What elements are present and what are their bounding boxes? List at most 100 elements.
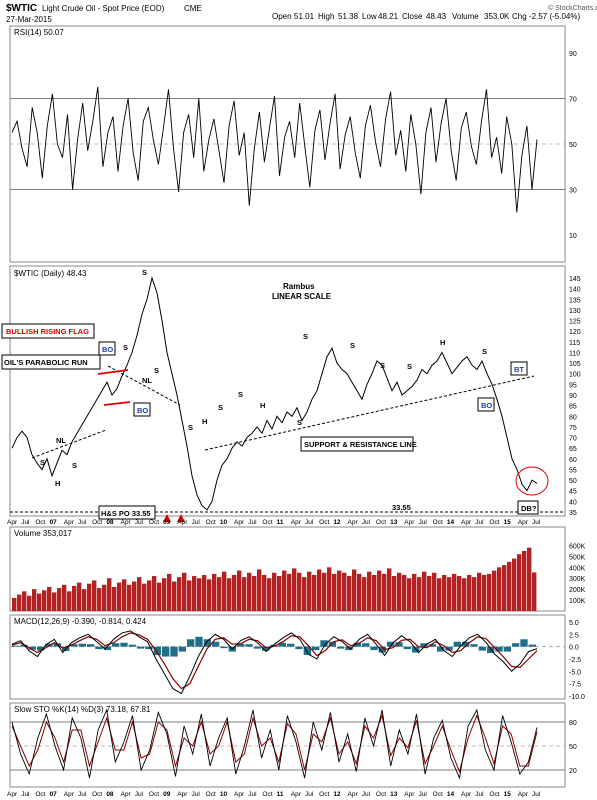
volume-tick-label: 500K — [569, 554, 586, 561]
volume-bar — [482, 574, 487, 611]
volume-bar — [137, 577, 142, 611]
price-x-tick: Apr — [348, 519, 359, 526]
price-x-tick: Jul — [248, 519, 257, 526]
macd-hist-bar — [262, 646, 270, 651]
volume-bar — [277, 576, 282, 611]
volume-bar — [362, 577, 367, 611]
annot-h2: S — [142, 268, 147, 277]
volume-label: Volume — [452, 12, 479, 21]
sto-x-tick: Oct — [35, 791, 45, 798]
volume-bar — [32, 589, 37, 611]
volume-bar — [72, 585, 77, 611]
volume-bar — [57, 588, 62, 611]
volume-bar — [337, 570, 342, 611]
macd-hist-bar — [528, 644, 536, 647]
sto-x-tick: Apr — [177, 791, 188, 798]
price-x-tick: Jul — [191, 519, 200, 526]
volume-bar — [282, 570, 287, 611]
volume-bar — [517, 554, 522, 611]
macd-hist-bar — [245, 644, 253, 647]
sto-x-tick: Oct — [433, 791, 443, 798]
macd-hist-bar — [328, 641, 336, 647]
price-panel — [9, 265, 566, 517]
volume-bar — [227, 578, 232, 611]
sto-legend: Slow STO %K(14) %D(3) 73.18, 67.81 — [14, 705, 151, 714]
sto-x-tick: Jul — [362, 791, 371, 798]
annot-nl1: NL — [142, 376, 152, 385]
annot-flag: BULLISH RISING FLAG — [6, 327, 89, 336]
volume-legend: Volume 353,017 — [14, 529, 72, 538]
annot-target: 33.55 — [392, 503, 411, 512]
price-x-tick: Oct — [319, 519, 329, 526]
sto-x-tick: Apr — [234, 791, 245, 798]
sto-x-tick: Jul — [418, 791, 427, 798]
macd-hist-bar — [503, 646, 511, 652]
annot-h3: S — [303, 332, 308, 341]
volume-bar — [302, 577, 307, 611]
price-tick-label: 125 — [569, 319, 581, 326]
price-x-tick: Apr — [518, 519, 529, 526]
volume-bar — [307, 571, 312, 611]
sto-x-tick: Apr — [64, 791, 75, 798]
support-resistance-line — [204, 375, 535, 451]
sto-x-tick: 15 — [504, 791, 512, 798]
sto-x-tick: 11 — [277, 791, 284, 798]
sto-x-tick: Jul — [532, 791, 541, 798]
ohlc-high: 51.38 — [338, 12, 359, 21]
annot-box-bo2 — [133, 402, 151, 417]
volume-bar — [402, 574, 407, 611]
price-tick-label: 95 — [569, 382, 577, 389]
volume-bar — [172, 581, 177, 611]
annot-box-bo3 — [477, 397, 495, 412]
macd-hist-bar — [37, 646, 45, 651]
volume-bar — [132, 581, 137, 611]
volume-bar — [112, 586, 117, 611]
volume-bar — [527, 547, 532, 611]
volume-bar — [327, 567, 332, 611]
volume-bar — [167, 573, 172, 611]
macd-hist-bar — [87, 644, 95, 647]
volume-tick-label: 600K — [569, 543, 586, 550]
volume-bar — [42, 590, 47, 611]
volume-bar — [272, 572, 277, 611]
macd-hist-bar — [345, 646, 353, 651]
volume-bar — [457, 576, 462, 611]
rsi-tick-label: 90 — [569, 51, 577, 58]
price-x-tick: Apr — [64, 519, 75, 526]
macd-tick-label: 0.0 — [569, 645, 579, 652]
ohlc-close: 48.43 — [426, 12, 447, 21]
macd-hist-bar — [162, 646, 170, 657]
price-tick-label: 70 — [569, 436, 577, 443]
sto-x-tick: Oct — [319, 791, 329, 798]
annot-parabolic: OIL'S PARABOLIC RUN — [4, 358, 88, 367]
price-x-tick: Jul — [135, 519, 144, 526]
annot-h4: H — [440, 338, 445, 347]
volume-bar — [262, 574, 267, 611]
volume-bar — [377, 570, 382, 611]
volume-bar — [497, 567, 502, 611]
volume-bar — [82, 589, 87, 611]
macd-hist-bar — [378, 646, 386, 653]
sto-x-tick: 10 — [220, 791, 228, 798]
annot-box-hspo — [98, 505, 156, 520]
volume-bar — [432, 572, 437, 611]
macd-tick-label: -7.5 — [569, 682, 581, 689]
volume-bar — [77, 582, 82, 611]
macd-line — [11, 630, 538, 695]
annot-box-bt — [510, 361, 528, 376]
volume-bar — [322, 572, 327, 611]
volume-bar — [142, 583, 147, 611]
volume-bar — [182, 572, 187, 611]
price-line — [11, 276, 538, 511]
volume-bar — [367, 571, 372, 611]
volume-bar — [422, 571, 427, 611]
price-x-tick: Oct — [433, 519, 443, 526]
price-tick-label: 145 — [569, 276, 581, 283]
sto-x-tick: Apr — [121, 791, 132, 798]
volume-bar — [207, 579, 212, 611]
annot-box-db — [517, 500, 539, 515]
macd-hist-bar — [462, 641, 470, 647]
volume-bar — [487, 573, 492, 611]
price-x-tick: Apr — [7, 519, 18, 526]
